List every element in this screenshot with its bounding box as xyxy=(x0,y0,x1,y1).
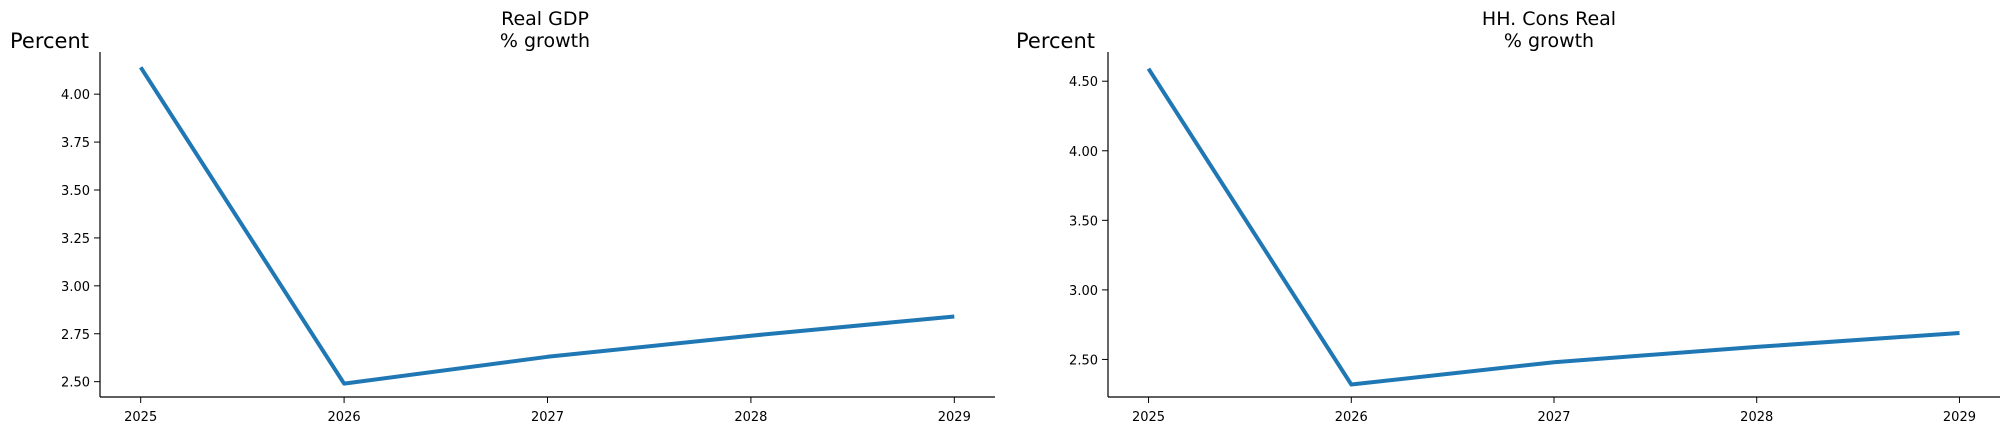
chart-title: Real GDP xyxy=(501,8,589,30)
y-tick-label: 3.50 xyxy=(1069,214,1098,229)
x-tick-label: 2029 xyxy=(938,410,971,425)
chart-marks: 2.50 2.75 3.00 3.25 3.50 3.75 4.00 2025 2026 2027… xyxy=(61,52,995,425)
chart-svg-real-gdp: Real GDP % growth Percent 2.50 2.75 3.00 3.… xyxy=(10,8,995,425)
chart-marks: 2.50 3.00 3.50 4.00 4.50 2025 2026 2027 2028 2029 xyxy=(1069,52,2000,425)
y-tick-label: 3.50 xyxy=(61,184,90,199)
y-tick-label: 4.00 xyxy=(1069,145,1098,160)
series-line xyxy=(139,66,955,386)
y-tick-label: 4.50 xyxy=(1069,75,1098,90)
chart-title: HH. Cons Real xyxy=(1482,8,1616,30)
chart-svg-hh-cons-real: HH. Cons Real % growth Percent 2.50 3.00 3… xyxy=(1016,8,2000,425)
series-line xyxy=(1146,67,1960,387)
y-unit-label: Percent xyxy=(1016,29,1095,53)
x-tick-label: 2028 xyxy=(1740,410,1773,425)
y-tick-label: 2.75 xyxy=(61,328,90,343)
y-tick-label: 3.00 xyxy=(1069,284,1098,299)
y-unit-label: Percent xyxy=(10,29,89,53)
chart-panel-real-gdp: Real GDP % growth Percent 2.50 2.75 3.00 3.… xyxy=(0,0,1004,431)
x-tick-label: 2027 xyxy=(531,410,564,425)
x-tick-label: 2027 xyxy=(1537,410,1570,425)
y-tick-label: 3.00 xyxy=(61,280,90,295)
y-tick-label: 2.50 xyxy=(61,376,90,391)
x-tick-label: 2028 xyxy=(734,410,767,425)
y-tick-label: 3.25 xyxy=(61,232,90,247)
x-tick-label: 2026 xyxy=(1335,410,1368,425)
y-tick-label: 3.75 xyxy=(61,136,90,151)
x-tick-label: 2025 xyxy=(1132,410,1165,425)
chart-subtitle: % growth xyxy=(500,30,590,52)
y-tick-label: 4.00 xyxy=(61,88,90,103)
chart-panel-hh-cons-real: HH. Cons Real % growth Percent 2.50 3.00 3… xyxy=(1004,0,2009,431)
x-tick-label: 2026 xyxy=(328,410,361,425)
x-tick-label: 2025 xyxy=(124,410,157,425)
x-tick-label: 2029 xyxy=(1943,410,1976,425)
chart-subtitle: % growth xyxy=(1504,30,1594,52)
y-tick-label: 2.50 xyxy=(1069,353,1098,368)
